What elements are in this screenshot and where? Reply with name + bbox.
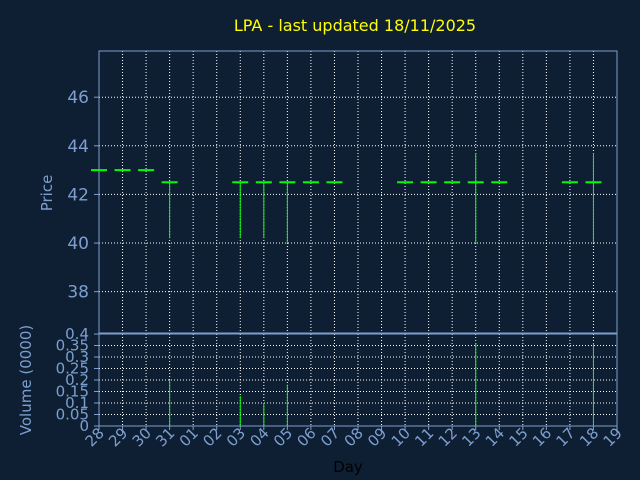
price-tick-label: 38 — [67, 283, 89, 303]
x-tick-label: 09 — [364, 424, 390, 450]
ohlc-bar — [255, 181, 272, 239]
price-tick-label: 46 — [67, 88, 89, 108]
x-tick-label: 06 — [294, 424, 320, 450]
x-axis-label: Day — [333, 458, 363, 476]
x-tick-label: 03 — [223, 424, 249, 450]
x-tick-label: 31 — [152, 424, 178, 450]
price-tick-label: 42 — [67, 185, 89, 205]
x-tick-label: 19 — [600, 424, 626, 450]
volume-tick-label: 0 — [79, 417, 89, 435]
x-tick-label: 10 — [388, 424, 414, 450]
ohlc-bar — [585, 153, 602, 244]
x-tick-label: 17 — [553, 424, 579, 450]
volume-tick-label: 0.2 — [65, 371, 89, 389]
ohlc-bar — [467, 153, 484, 244]
x-tick-label: 05 — [270, 424, 296, 450]
volume-tick-label: 0.1 — [65, 394, 89, 412]
x-tick-label: 02 — [199, 424, 225, 450]
ohlc-bar — [232, 181, 249, 239]
x-tick-label: 30 — [129, 424, 155, 450]
ohlc-bar — [279, 181, 296, 244]
x-tick-label: 13 — [458, 424, 484, 450]
x-tick-label: 16 — [529, 424, 555, 450]
volume-tick-label: 0.4 — [65, 325, 89, 343]
x-tick-label: 07 — [317, 424, 343, 450]
x-tick-label: 04 — [246, 424, 272, 450]
volume-tick-label: 0.05 — [56, 406, 89, 424]
volume-tick-label: 0.15 — [56, 383, 89, 401]
chart-title: LPA - last updated 18/11/2025 — [234, 16, 476, 35]
price-tick-label: 44 — [67, 137, 89, 157]
volume-tick-label: 0.35 — [56, 337, 89, 355]
price-tick-label: 40 — [67, 234, 89, 254]
x-axis-ticks: 2829303101020304050607080910111213141516… — [82, 424, 626, 450]
x-tick-label: 12 — [435, 424, 461, 450]
x-tick-label: 11 — [411, 424, 437, 450]
volume-tick-label: 0.25 — [56, 360, 89, 378]
x-tick-label: 29 — [105, 424, 131, 450]
x-tick-label: 14 — [482, 424, 508, 450]
price-plot-frame — [98, 50, 618, 334]
price-axis-label: Price — [38, 175, 56, 212]
volume-axis-label: Volume (0000) — [17, 325, 35, 435]
x-tick-label: 18 — [576, 424, 602, 450]
x-tick-label: 15 — [505, 424, 531, 450]
ohlc-bar — [161, 181, 178, 239]
volume-panel: 00.050.10.150.20.250.30.350.4 — [56, 325, 618, 435]
x-tick-label: 01 — [176, 424, 202, 450]
volume-tick-label: 0.3 — [65, 348, 89, 366]
price-panel: 38 40 42 44 46 — [67, 50, 618, 334]
x-tick-label: 08 — [341, 424, 367, 450]
